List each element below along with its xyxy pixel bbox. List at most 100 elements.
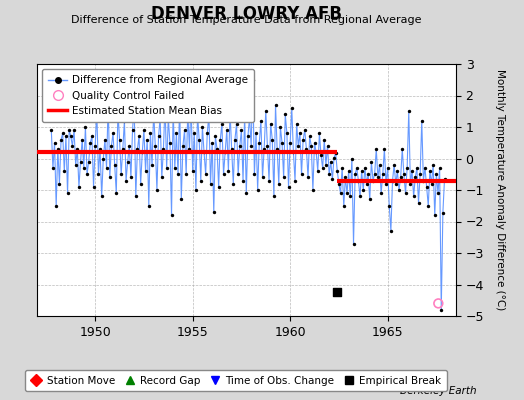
- Point: [223, 127, 231, 133]
- Point: [267, 121, 275, 127]
- Point: [96, 146, 104, 152]
- Point: [241, 111, 249, 118]
- Point: [97, 193, 106, 200]
- Point: [55, 180, 63, 187]
- Point: [305, 133, 314, 140]
- Point: [201, 171, 210, 178]
- Point: [229, 180, 237, 187]
- Point: [340, 202, 348, 209]
- Point: [148, 162, 156, 168]
- Point: [166, 140, 174, 146]
- Point: [94, 171, 103, 178]
- Point: [439, 210, 447, 216]
- Point: [196, 177, 205, 184]
- Point: [361, 165, 369, 171]
- Point: [382, 180, 390, 187]
- Point: [101, 136, 109, 143]
- Point: [78, 136, 86, 143]
- Point: [231, 136, 239, 143]
- Point: [330, 155, 338, 161]
- Point: [319, 165, 327, 171]
- Text: DENVER LOWRY AFB: DENVER LOWRY AFB: [151, 5, 342, 23]
- Point: [226, 108, 234, 114]
- Point: [346, 193, 354, 200]
- Point: [351, 171, 359, 178]
- Point: [145, 202, 153, 209]
- Point: [323, 143, 332, 149]
- Point: [169, 105, 177, 111]
- Point: [180, 127, 189, 133]
- Point: [104, 99, 112, 105]
- Point: [435, 165, 444, 171]
- Point: [403, 165, 411, 171]
- Point: [336, 190, 345, 196]
- Point: [315, 130, 324, 136]
- Point: [140, 127, 148, 133]
- Point: [200, 149, 208, 155]
- Point: [75, 184, 83, 190]
- Point: [214, 184, 223, 190]
- Point: [332, 150, 340, 156]
- Point: [310, 140, 319, 146]
- Point: [273, 146, 281, 152]
- Point: [261, 108, 270, 114]
- Point: [313, 168, 322, 174]
- Point: [375, 162, 384, 168]
- Point: [405, 108, 413, 114]
- Point: [263, 143, 271, 149]
- Point: [114, 108, 122, 114]
- Point: [393, 168, 401, 174]
- Point: [289, 149, 298, 155]
- Point: [406, 180, 414, 187]
- Point: [84, 158, 93, 165]
- Point: [237, 127, 246, 133]
- Point: [421, 165, 429, 171]
- Point: [77, 158, 85, 165]
- Point: [326, 158, 335, 165]
- Point: [322, 162, 330, 168]
- Point: [152, 187, 161, 193]
- Point: [270, 193, 278, 200]
- Point: [307, 143, 315, 149]
- Point: [427, 180, 435, 187]
- Text: Berkeley Earth: Berkeley Earth: [400, 386, 477, 396]
- Point: [115, 136, 124, 143]
- Point: [333, 289, 341, 296]
- Point: [71, 162, 80, 168]
- Point: [400, 171, 408, 178]
- Point: [252, 130, 260, 136]
- Point: [135, 133, 143, 140]
- Point: [130, 102, 138, 108]
- Point: [294, 143, 302, 149]
- Point: [281, 111, 289, 118]
- Point: [161, 102, 169, 108]
- Point: [416, 171, 424, 178]
- Point: [68, 143, 77, 149]
- Point: [210, 209, 218, 215]
- Point: [86, 140, 94, 146]
- Point: [418, 118, 426, 124]
- Point: [80, 165, 88, 171]
- Point: [320, 136, 329, 143]
- Point: [111, 162, 119, 168]
- Point: [297, 171, 305, 178]
- Point: [112, 190, 121, 196]
- Point: [353, 165, 361, 171]
- Point: [211, 133, 220, 140]
- Point: [167, 212, 176, 218]
- Point: [67, 133, 75, 140]
- Point: [377, 190, 385, 196]
- Point: [370, 171, 379, 178]
- Point: [419, 177, 428, 184]
- Point: [187, 99, 195, 105]
- Point: [220, 171, 228, 178]
- Point: [185, 146, 193, 152]
- Point: [434, 300, 443, 306]
- Point: [217, 121, 226, 127]
- Point: [146, 130, 155, 136]
- Point: [73, 146, 82, 152]
- Legend: Station Move, Record Gap, Time of Obs. Change, Empirical Break: Station Move, Record Gap, Time of Obs. C…: [25, 370, 447, 391]
- Point: [224, 168, 233, 174]
- Point: [247, 143, 255, 149]
- Point: [380, 146, 389, 152]
